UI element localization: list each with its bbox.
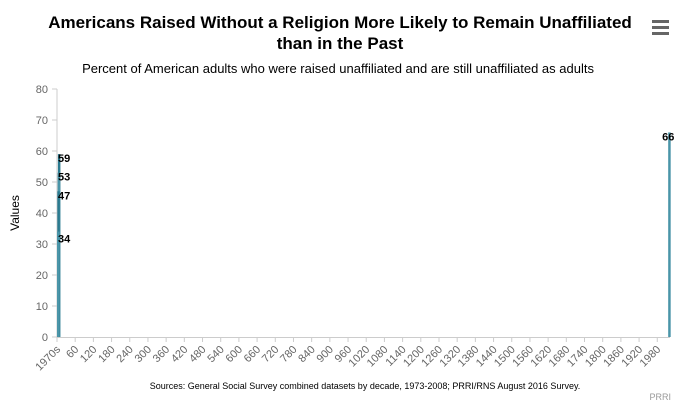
data-label: 34 xyxy=(58,234,71,246)
x-tick-label: 540 xyxy=(205,344,226,365)
y-tick-label: 20 xyxy=(36,270,48,282)
data-label: 66 xyxy=(662,131,674,143)
x-tick-label: 900 xyxy=(315,344,336,365)
x-tick-label: 600 xyxy=(224,344,245,365)
x-tick-label: 840 xyxy=(296,344,317,365)
x-tick-label: 360 xyxy=(151,344,172,365)
source-note: Sources: General Social Survey combined … xyxy=(150,381,581,391)
y-tick-label: 0 xyxy=(42,332,48,344)
y-tick-label: 60 xyxy=(36,146,48,158)
x-tick-label: 780 xyxy=(278,344,299,365)
chart-title-line2: than in the Past xyxy=(277,34,404,53)
data-label: 47 xyxy=(58,190,70,202)
y-tick-label: 10 xyxy=(36,301,48,313)
x-tick-label: 480 xyxy=(187,344,208,365)
y-tick-label: 80 xyxy=(36,84,48,96)
chart-title: Americans Raised Without a Religion More… xyxy=(48,13,632,32)
y-tick-label: 70 xyxy=(36,115,48,127)
y-tick-label: 40 xyxy=(36,208,48,220)
x-tick-label: 240 xyxy=(114,344,135,365)
y-tick-label: 30 xyxy=(36,239,48,251)
bar xyxy=(668,132,671,337)
credit[interactable]: PRRI xyxy=(649,392,671,402)
data-label: 59 xyxy=(58,153,70,165)
x-tick-label: 1970s xyxy=(33,343,63,373)
bar xyxy=(57,231,60,337)
x-tick-label: 660 xyxy=(242,344,263,365)
x-tick-label: 120 xyxy=(78,344,99,365)
x-tick-label: 1980 xyxy=(638,344,664,370)
x-tick-label: 720 xyxy=(260,344,281,365)
hamburger-menu-icon[interactable] xyxy=(652,20,669,35)
x-tick-label: 420 xyxy=(169,344,190,365)
x-tick-label: 300 xyxy=(133,344,154,365)
data-label: 53 xyxy=(58,172,70,184)
y-axis-label: Values xyxy=(8,195,22,231)
x-tick-label: 180 xyxy=(96,344,117,365)
chart-subtitle: Percent of American adults who were rais… xyxy=(82,61,594,76)
y-tick-label: 50 xyxy=(36,177,48,189)
